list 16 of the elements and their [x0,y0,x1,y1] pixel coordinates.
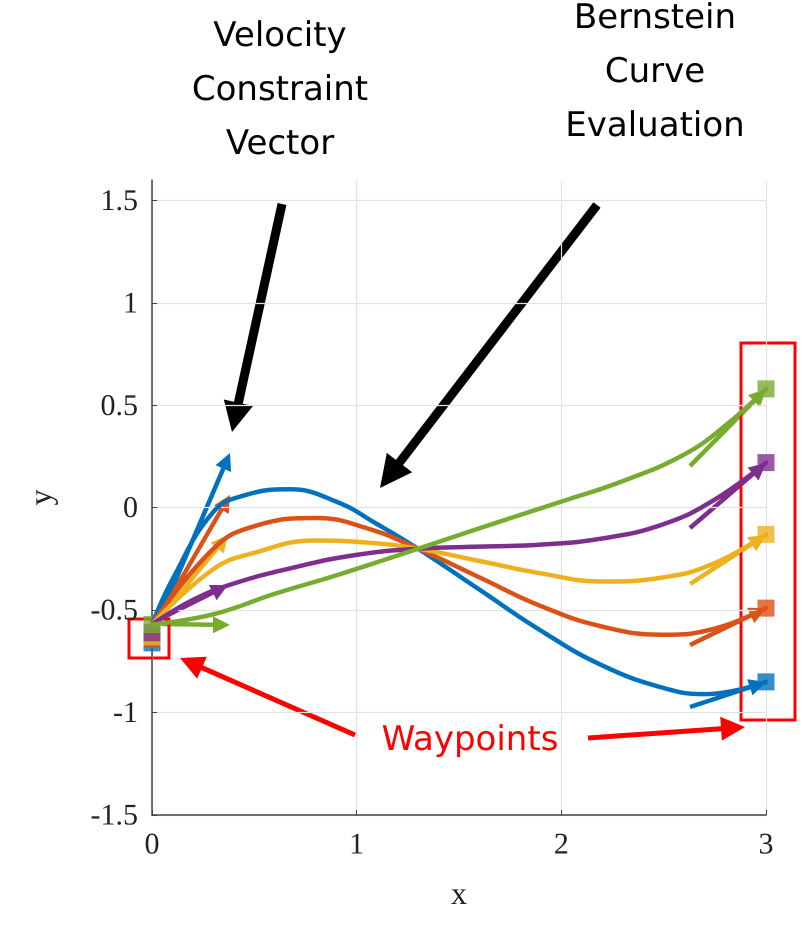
x-tick-label: 0 [144,828,160,860]
x-axis-title: x [451,875,467,911]
y-tick-label: 1.5 [100,184,138,217]
text: Velocity Constraint Vector [190,14,370,165]
y-tick-label: 0.5 [100,388,138,422]
y-tick-label: -1 [113,696,138,730]
y-tick-label: 0 [123,491,138,524]
y-tick-label: -0.5 [90,594,138,627]
x-tick-label: 2 [554,828,569,860]
x-tick-label: 1 [349,828,364,860]
y-tick-label: -1.5 [90,798,138,832]
y-axis-title: y [22,490,58,506]
text: Bernstein Curve Evaluation [564,0,746,147]
y-tick-label: 1 [123,286,138,320]
x-tick-label: 3 [758,828,774,860]
annotation: Waypoints [380,718,560,761]
